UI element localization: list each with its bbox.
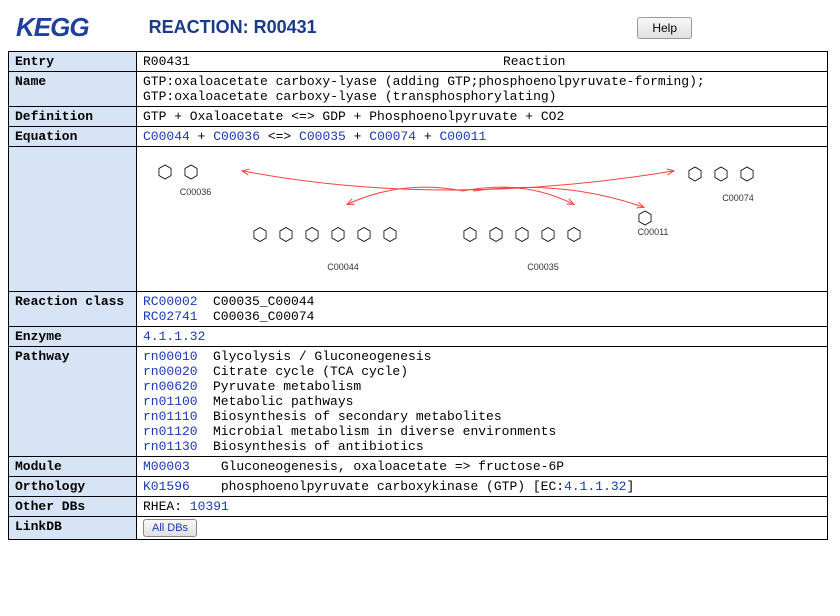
pathway-row: rn00010 Glycolysis / Gluconeogenesis	[143, 349, 821, 364]
orthology-value: K01596 phosphoenolpyruvate carboxykinase…	[137, 477, 828, 497]
name-label: Name	[9, 72, 137, 107]
compound-link[interactable]: C00035	[299, 129, 346, 144]
compound-C00036[interactable]: C00036	[153, 157, 238, 197]
pathway-link[interactable]: rn00020	[143, 364, 198, 379]
equation-label: Equation	[9, 127, 137, 147]
other-dbs-db: RHEA:	[143, 499, 182, 514]
enzyme-label: Enzyme	[9, 327, 137, 347]
compound-link[interactable]: C00074	[369, 129, 416, 144]
pathway-link[interactable]: rn00620	[143, 379, 198, 394]
pathway-row: rn01130 Biosynthesis of antibiotics	[143, 439, 821, 454]
compound-label: C00044	[248, 262, 438, 272]
compound-label: C00036	[153, 187, 238, 197]
definition-label: Definition	[9, 107, 137, 127]
equation-sep: <=>	[260, 129, 299, 144]
linkdb-label: LinkDB	[9, 517, 137, 540]
pathway-row: rn00620 Pyruvate metabolism	[143, 379, 821, 394]
orthology-desc-post: ]	[627, 479, 635, 494]
pathway-desc: Glycolysis / Gluconeogenesis	[213, 349, 431, 364]
pathway-row: rn01110 Biosynthesis of secondary metabol…	[143, 409, 821, 424]
pathway-link[interactable]: rn01100	[143, 394, 198, 409]
reaction-class-link[interactable]: RC02741	[143, 309, 198, 324]
module-desc: Gluconeogenesis, oxaloacetate => fructos…	[221, 459, 564, 474]
pathway-value: rn00010Glycolysis / Gluconeogenesisrn000…	[137, 347, 828, 457]
compound-label: C00011	[633, 227, 673, 237]
compound-C00011[interactable]: C00011	[633, 209, 673, 237]
pathway-link[interactable]: rn01110	[143, 409, 198, 424]
header: KEGG REACTION: R00431 Help	[8, 8, 832, 51]
compound-label: C00035	[458, 262, 628, 272]
diagram-label	[9, 147, 137, 292]
equation-sep: +	[346, 129, 369, 144]
other-dbs-label: Other DBs	[9, 497, 137, 517]
linkdb-value: All DBs	[137, 517, 828, 540]
reaction-class-label: Reaction class	[9, 292, 137, 327]
orthology-link[interactable]: K01596	[143, 479, 190, 494]
all-dbs-button[interactable]: All DBs	[143, 519, 197, 537]
page-title: REACTION: R00431	[149, 17, 638, 38]
pathway-row: rn00020 Citrate cycle (TCA cycle)	[143, 364, 821, 379]
pathway-desc: Metabolic pathways	[213, 394, 353, 409]
name-value: GTP:oxaloacetate carboxy-lyase (adding G…	[137, 72, 828, 107]
compound-link[interactable]: C00036	[213, 129, 260, 144]
entry-type: Reaction	[503, 54, 565, 69]
enzyme-link[interactable]: 4.1.1.32	[143, 329, 205, 344]
pathway-link[interactable]: rn01130	[143, 439, 198, 454]
pathway-row: rn01100 Metabolic pathways	[143, 394, 821, 409]
pathway-desc: Citrate cycle (TCA cycle)	[213, 364, 408, 379]
compound-C00035[interactable]: C00035	[458, 207, 628, 272]
reaction-class-desc: C00035_C00044	[213, 294, 314, 309]
equation-sep: +	[190, 129, 213, 144]
enzyme-value: 4.1.1.32	[137, 327, 828, 347]
compound-C00074[interactable]: C00074	[683, 155, 793, 203]
compound-label: C00074	[683, 193, 793, 203]
kegg-logo[interactable]: KEGG	[16, 12, 89, 43]
pathway-desc: Biosynthesis of secondary metabolites	[213, 409, 502, 424]
equation-value: C00044 + C00036 <=> C00035 + C00074 + C0…	[137, 127, 828, 147]
pathway-desc: Microbial metabolism in diverse environm…	[213, 424, 556, 439]
orthology-desc-pre: phosphoenolpyruvate carboxykinase (GTP) …	[221, 479, 564, 494]
entry-label: Entry	[9, 52, 137, 72]
pathway-link[interactable]: rn01120	[143, 424, 198, 439]
pathway-desc: Biosynthesis of antibiotics	[213, 439, 424, 454]
reaction-class-value: RC00002 C00035_C00044 RC02741 C00036_C00074	[137, 292, 828, 327]
reaction-class-row: RC00002 C00035_C00044	[143, 294, 821, 309]
equation-sep: +	[416, 129, 439, 144]
other-dbs-id-link[interactable]: 10391	[190, 499, 229, 514]
compound-C00044[interactable]: C00044	[248, 207, 438, 272]
orthology-ec-link[interactable]: 4.1.1.32	[564, 479, 626, 494]
entry-id: R00431	[143, 54, 503, 69]
pathway-label: Pathway	[9, 347, 137, 457]
orthology-label: Orthology	[9, 477, 137, 497]
other-dbs-value: RHEA: 10391	[137, 497, 828, 517]
entry-value: R00431 Reaction	[137, 52, 828, 72]
module-label: Module	[9, 457, 137, 477]
reaction-class-desc: C00036_C00074	[213, 309, 314, 324]
definition-value: GTP + Oxaloacetate <=> GDP + Phosphoenol…	[137, 107, 828, 127]
help-button[interactable]: Help	[637, 17, 692, 39]
module-link[interactable]: M00003	[143, 459, 190, 474]
reaction-class-link[interactable]: RC00002	[143, 294, 198, 309]
compound-link[interactable]: C00044	[143, 129, 190, 144]
reaction-diagram: C00036 C00044 C00035 C00074 C00011	[137, 147, 828, 292]
reaction-class-row: RC02741 C00036_C00074	[143, 309, 821, 324]
compound-link[interactable]: C00011	[439, 129, 486, 144]
pathway-row: rn01120 Microbial metabolism in diverse e…	[143, 424, 821, 439]
pathway-desc: Pyruvate metabolism	[213, 379, 361, 394]
pathway-link[interactable]: rn00010	[143, 349, 198, 364]
reaction-table: Entry R00431 Reaction Name GTP:oxaloacet…	[8, 51, 828, 540]
module-value: M00003 Gluconeogenesis, oxaloacetate => …	[137, 457, 828, 477]
